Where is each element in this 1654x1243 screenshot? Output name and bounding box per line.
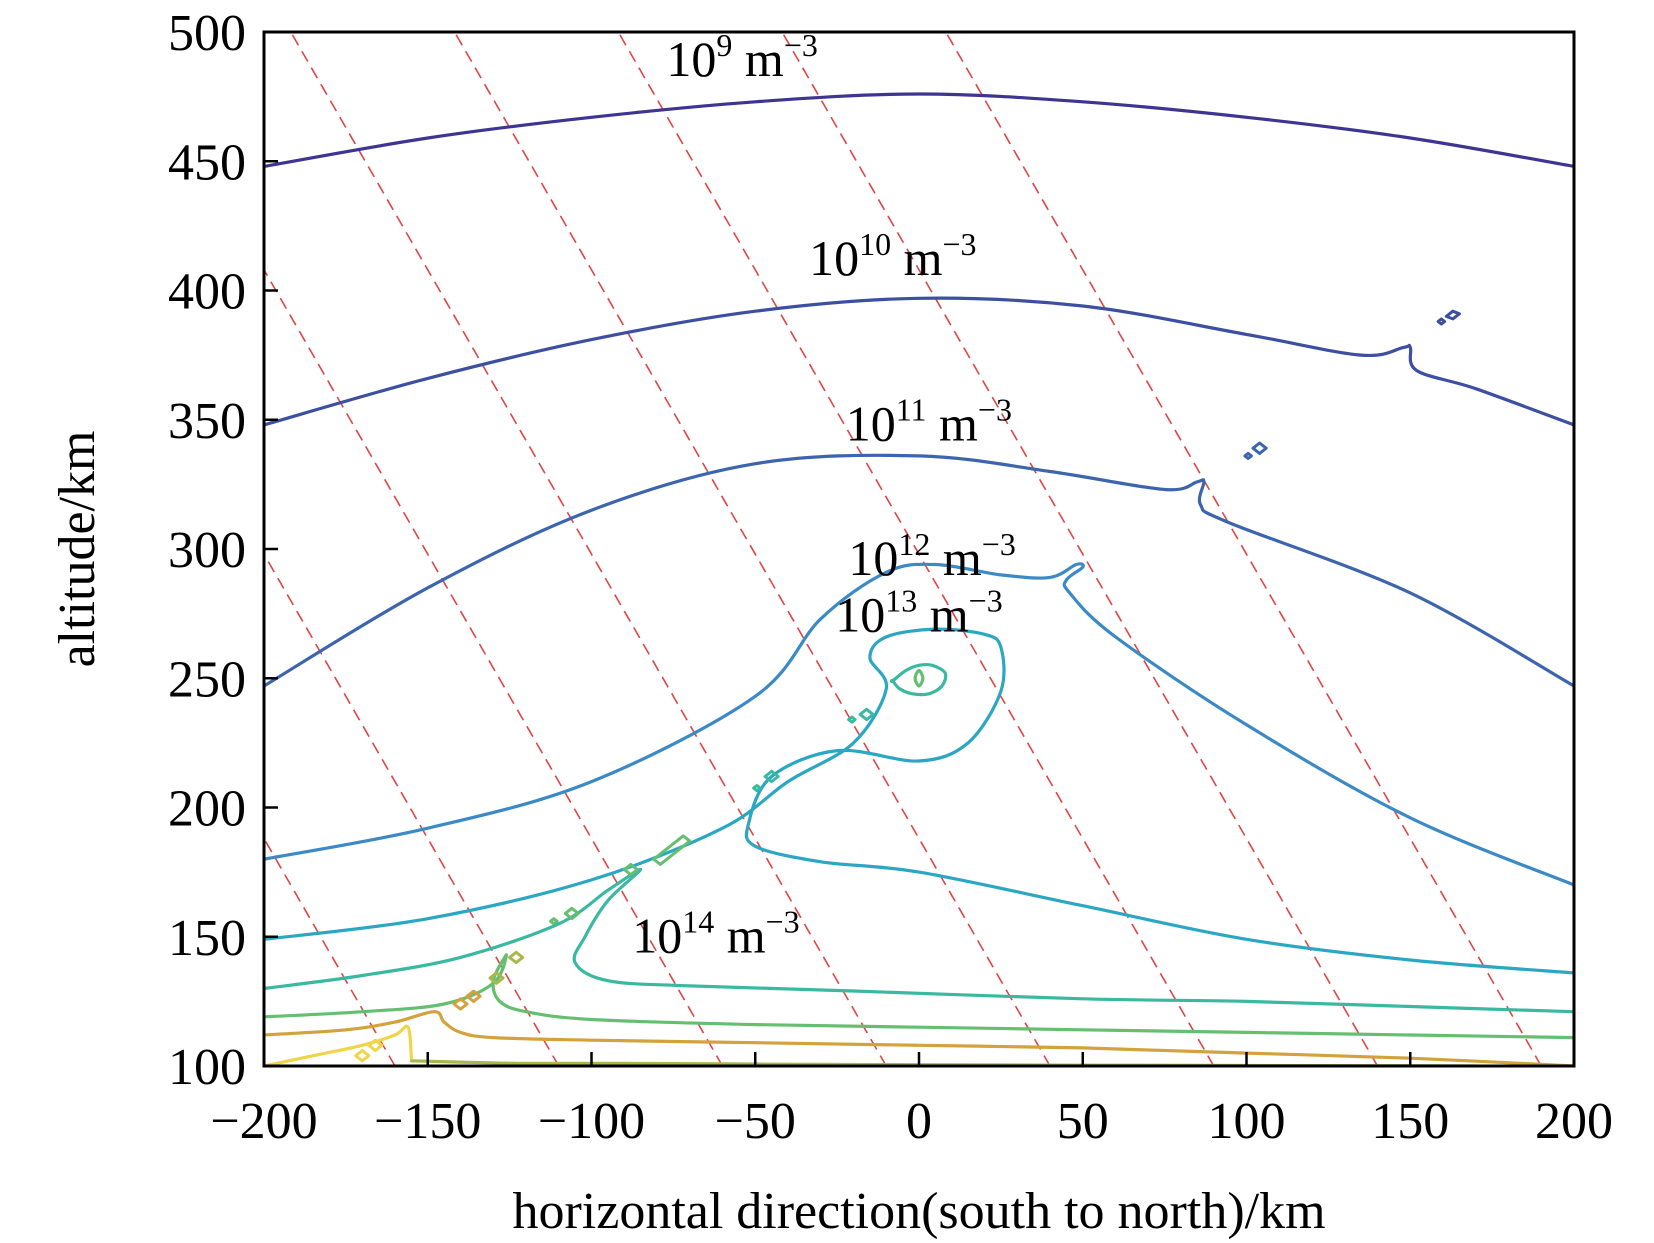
contour-label-3: 1012 m−3 [848, 526, 1015, 586]
y-tick-label: 200 [168, 781, 246, 838]
contour-island-1 [1436, 317, 1447, 326]
x-tick-label: −100 [538, 1093, 645, 1150]
contour-label-4: 1013 m−3 [835, 583, 1002, 643]
y-tick-label: 250 [168, 651, 246, 708]
contour-island-17 [354, 1049, 371, 1063]
y-tick-label: 150 [168, 910, 246, 967]
field-line-2 [264, 552, 560, 1066]
contour-line-1e10 [264, 296, 1574, 427]
contour-island-13 [488, 971, 505, 985]
x-axis-title: horizontal direction(south to north)/km [512, 1183, 1325, 1240]
contour-line-yellow [264, 1024, 413, 1066]
contour-island-9 [622, 862, 639, 877]
x-tick-label: 200 [1535, 1093, 1613, 1150]
contour-label-5: 1014 m−3 [632, 903, 799, 963]
contour-island-11 [549, 917, 559, 926]
contour-island-7 [752, 784, 762, 793]
contour-island-12 [508, 950, 525, 965]
y-tick-label: 450 [168, 134, 246, 191]
y-axis-title: altitude/km [49, 431, 106, 668]
contour-line-1e14 [264, 867, 1574, 1014]
y-tick-label: 350 [168, 393, 246, 450]
field-line-1 [264, 836, 396, 1066]
contour-line-1e13 [264, 627, 1574, 975]
contour-line-core-green [913, 668, 925, 688]
contour-line-1e11 [264, 453, 1574, 688]
x-tick-label: 150 [1371, 1093, 1449, 1150]
contour-island-16 [367, 1038, 384, 1052]
field-line-5 [453, 32, 1051, 1066]
contour-island-0 [1444, 309, 1461, 321]
x-tick-label: 100 [1208, 1093, 1286, 1150]
contour-island-14 [465, 989, 482, 1003]
contour-island-15 [452, 997, 469, 1011]
x-tick-label: 0 [906, 1093, 932, 1150]
field-line-7 [781, 32, 1379, 1066]
contour-island-3 [1243, 451, 1253, 460]
y-tick-label: 500 [168, 5, 246, 62]
y-tick-label: 100 [168, 1039, 246, 1096]
y-axis-ticks: 100 150 200 250 300 350 400 450 500 [168, 5, 278, 1096]
contour-islands-group [354, 309, 1461, 1063]
x-axis-ticks: −200 −150 −100 −50 0 50 100 150 200 [210, 1052, 1613, 1150]
contour-island-10 [563, 906, 580, 921]
field-line-3 [264, 268, 724, 1066]
y-tick-label: 300 [168, 522, 246, 579]
contour-island-8 [652, 834, 692, 866]
x-tick-label: −50 [715, 1093, 796, 1150]
contour-island-5 [847, 715, 857, 724]
field-line-8 [945, 32, 1542, 1066]
y-tick-label: 400 [168, 264, 246, 321]
contour-label-2: 1011 m−3 [846, 391, 1012, 451]
field-line-6 [617, 32, 1215, 1066]
contour-line-green [264, 953, 1574, 1040]
contour-line-1e9 [264, 92, 1574, 168]
contour-line-orange [264, 1010, 1574, 1066]
contour-label-0: 109 m−3 [666, 27, 817, 87]
x-tick-label: −150 [374, 1093, 481, 1150]
x-tick-label: 50 [1057, 1093, 1109, 1150]
x-tick-label: −200 [210, 1093, 317, 1150]
contour-island-6 [763, 769, 780, 784]
field-line-4 [290, 32, 887, 1066]
contour-island-4 [858, 707, 875, 722]
contour-line-core-1e14 [889, 662, 948, 697]
contour-island-2 [1251, 441, 1268, 455]
contour-label-1: 1010 m−3 [809, 226, 976, 286]
contour-line-1e12 [264, 562, 1574, 887]
field-lines-group [264, 32, 1542, 1066]
